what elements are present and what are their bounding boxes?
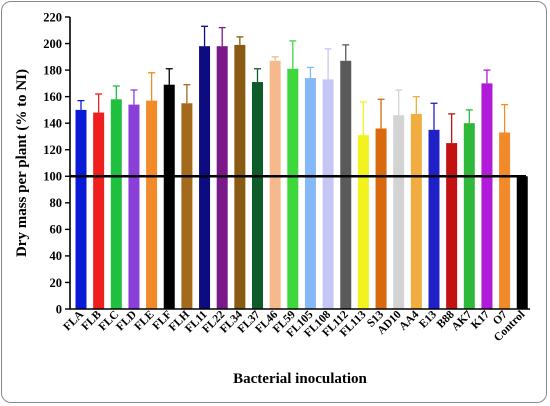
bar-FL59 [287, 68, 299, 309]
bar-E13 [428, 129, 440, 309]
x-tick-label-K17: K17 [469, 308, 492, 331]
bar-AA4 [410, 113, 422, 310]
bar-FL37 [252, 82, 263, 309]
y-tick-label: 180 [43, 63, 62, 77]
bar-FLA [75, 109, 87, 309]
x-axis-labels: FLAFLBFLCFLDFLEFLFFLHFL11FL22FL34FL37FL4… [61, 308, 527, 344]
y-tick-label: 40 [50, 249, 63, 263]
bar-FL112 [340, 60, 352, 309]
y-tick-label: 140 [43, 116, 62, 130]
bar-AK7 [463, 123, 475, 309]
bar-S13 [375, 128, 387, 309]
bar-FL105 [304, 78, 316, 310]
y-tick-label: 80 [50, 196, 63, 210]
y-tick-label: 120 [43, 143, 62, 157]
bars [75, 44, 528, 310]
y-tick-label: 20 [50, 276, 63, 290]
bar-B88 [446, 143, 458, 309]
y-axis-title: Dry mass per plant (% to NI) [14, 69, 30, 257]
bar-FLC [110, 99, 122, 309]
bar-K17 [481, 83, 493, 309]
bar-FL46 [269, 60, 281, 309]
bar-FLF [163, 84, 175, 309]
y-tick-label: 60 [50, 223, 63, 237]
bar-FL11 [199, 46, 211, 309]
bar-FLE [146, 100, 158, 309]
bar-FL113 [357, 135, 369, 309]
y-tick-label: 200 [43, 37, 62, 51]
bar-Control [516, 176, 528, 309]
error-bars [77, 25, 509, 144]
bar-FL22 [216, 46, 228, 309]
y-tick-label: 160 [43, 90, 62, 104]
y-tick-label: 0 [56, 302, 62, 316]
x-axis-title: Bacterial inoculation [233, 371, 367, 387]
bar-FLH [181, 103, 193, 309]
bar-FLD [128, 104, 140, 309]
y-axis-ticks: 0 20 40 60 80 100 120 140 160 180 200 220 [43, 10, 70, 316]
bar-AD10 [393, 115, 405, 309]
bar-FLB [93, 112, 105, 310]
y-tick-label: 220 [43, 10, 62, 24]
y-tick-label: 100 [43, 170, 62, 184]
bar-O7 [499, 132, 511, 309]
bar-FL108 [322, 79, 334, 309]
